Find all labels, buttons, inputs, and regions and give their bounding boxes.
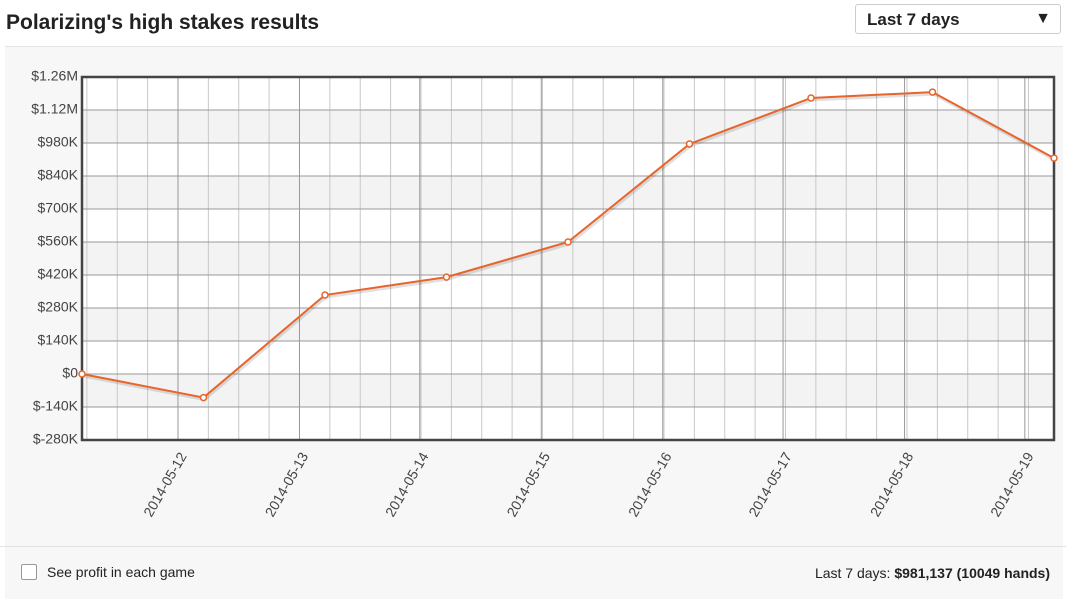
y-tick-label: $1.26M (31, 68, 78, 84)
checkbox[interactable] (21, 564, 37, 580)
grid-band (82, 110, 1054, 143)
grid-band (82, 176, 1054, 209)
x-tick-label: 2014-05-19 (987, 449, 1037, 519)
y-tick-label: $280K (38, 299, 79, 315)
plot-frame (80, 75, 1056, 442)
data-point (442, 273, 451, 281)
checkbox-label[interactable]: See profit in each game (47, 564, 195, 580)
y-tick-label: $560K (38, 233, 79, 249)
y-tick-label: $-280K (33, 431, 79, 447)
data-point (685, 140, 694, 148)
y-tick-label: $140K (38, 332, 79, 348)
grid-band (82, 374, 1054, 407)
data-point (78, 370, 86, 378)
y-tick-label: $420K (38, 266, 79, 282)
summary-value: $981,137 (10049 hands) (894, 565, 1050, 581)
grid-band (82, 242, 1054, 275)
data-point (928, 88, 937, 96)
summary-label: Last 7 days: (814, 565, 891, 581)
y-tick-label: $1.12M (31, 101, 78, 117)
x-tick-label: 2014-05-12 (140, 449, 190, 519)
y-tick-label: $980K (38, 134, 79, 150)
data-point (1050, 154, 1058, 162)
y-tick-label: $840K (38, 167, 79, 183)
summary: Last 7 days: $981,137 (10049 hands) (815, 565, 1050, 581)
dropdown-arrow: ▼ (1035, 10, 1051, 27)
y-tick-label: $-140K (33, 398, 79, 414)
grid-band (82, 308, 1054, 341)
period-dropdown[interactable]: Last 7 days ▼ (855, 4, 1061, 34)
dropdown-value: Last 7 days (867, 10, 960, 29)
y-tick-label: $700K (38, 200, 79, 216)
x-tick-label: 2014-05-15 (503, 449, 553, 519)
x-tick-label: 2014-05-16 (625, 449, 675, 519)
y-tick-label: $0 (62, 365, 78, 381)
data-point (199, 393, 208, 402)
data-point (807, 94, 815, 102)
chart: $-280K $-140K $0 $140K $280K $420K $560K $700K $… (31, 68, 1058, 519)
x-tick-label: 2014-05-14 (382, 449, 432, 519)
x-tick-label: 2014-05-18 (867, 449, 917, 519)
page-title: Polarizing's high stakes results (6, 11, 320, 34)
data-point (564, 238, 572, 246)
x-tick-label: 2014-05-17 (745, 449, 795, 519)
footer: See profit in each game Last 7 days: $98… (0, 546, 1066, 599)
data-point (321, 291, 329, 299)
x-tick-label: 2014-05-13 (262, 449, 312, 519)
